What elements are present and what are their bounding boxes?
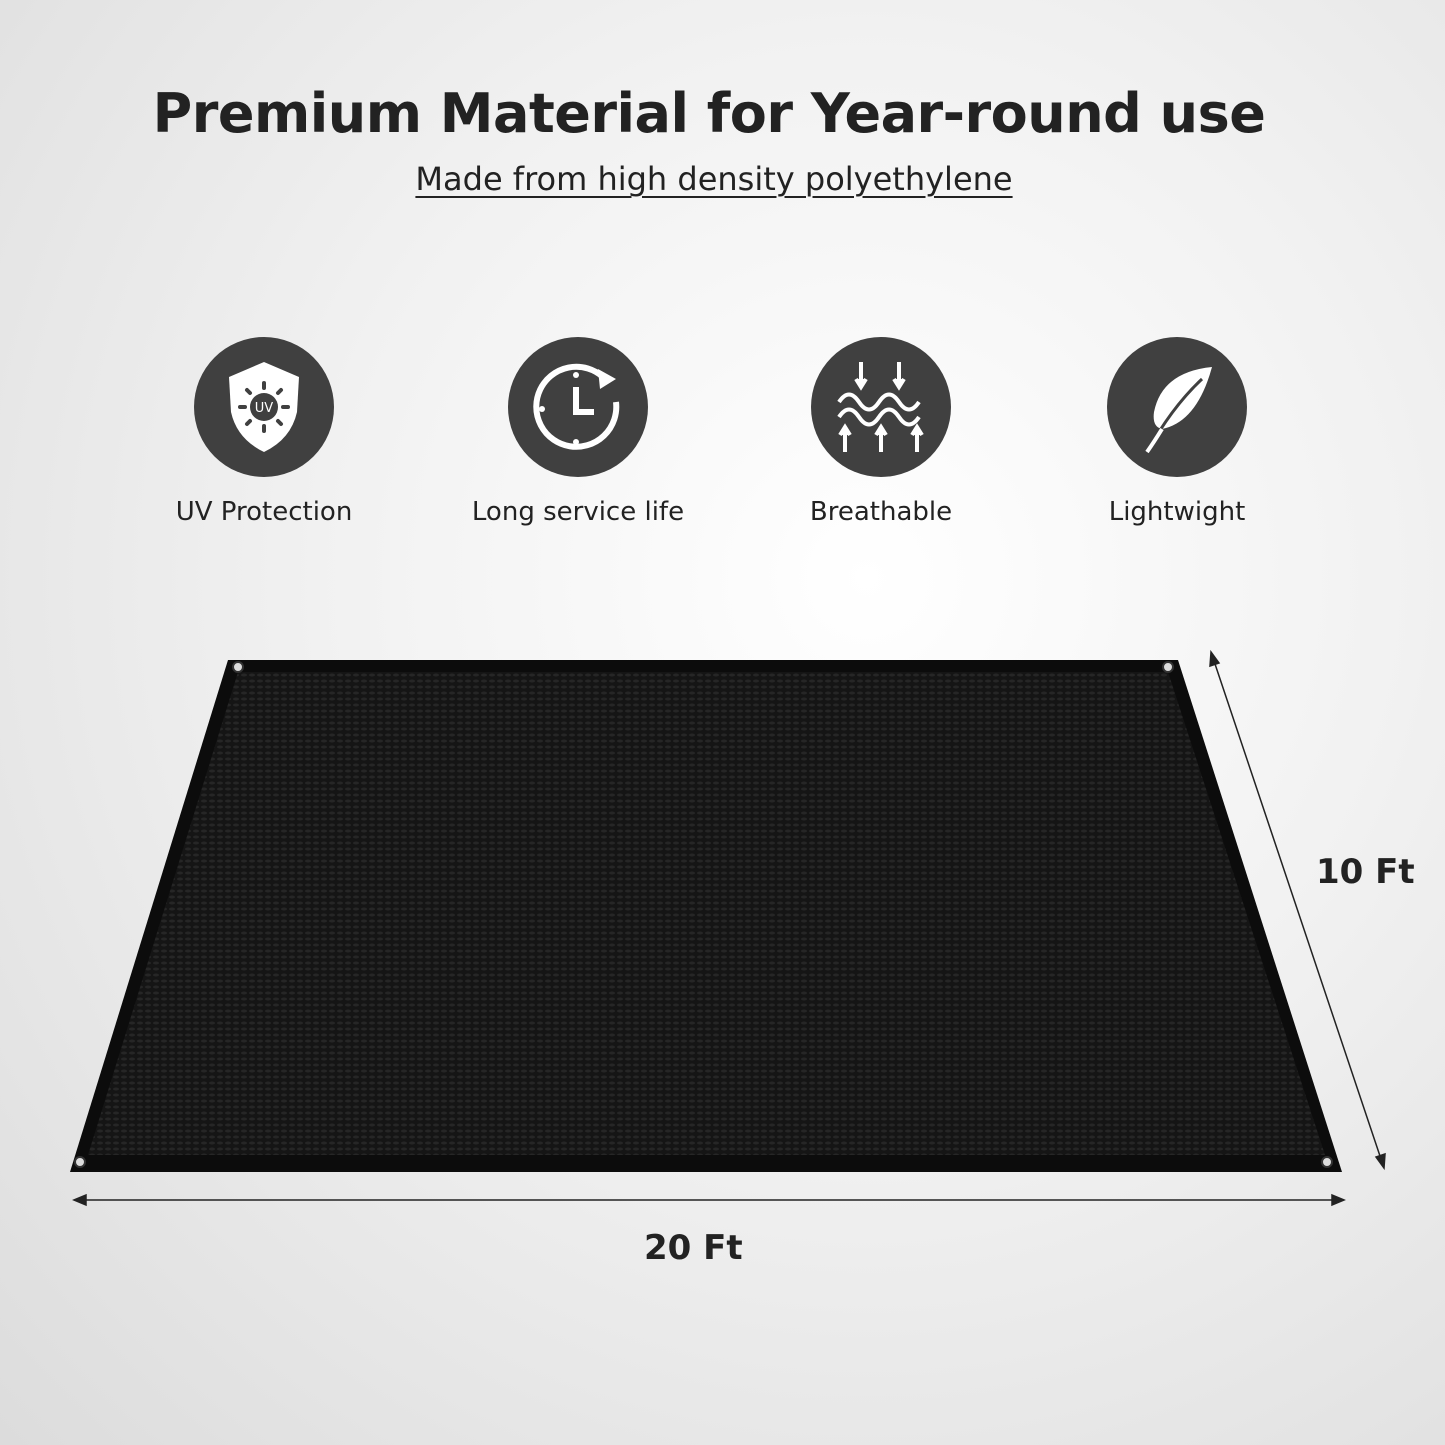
shade-cloth-mat — [88, 672, 1325, 1155]
uv-shield-icon: UV — [194, 337, 334, 477]
breathable-waves-icon — [811, 337, 951, 477]
feature-long-service-life: Long service life — [448, 337, 708, 527]
feature-label: Breathable — [809, 497, 953, 527]
width-dimension-line — [72, 1193, 1346, 1207]
clock-icon — [508, 337, 648, 477]
feature-label: Lightwight — [1108, 497, 1246, 527]
svg-text:UV: UV — [255, 401, 274, 416]
height-dimension-line — [1209, 649, 1386, 1171]
width-label: 20 Ft — [644, 1228, 743, 1268]
feather-icon — [1107, 337, 1247, 477]
height-label: 10 Ft — [1316, 852, 1415, 892]
grommet-icon — [74, 661, 1333, 1168]
feature-label: Long service life — [471, 497, 685, 527]
feature-lightweight: Lightwight — [1047, 337, 1307, 527]
page-subtitle: Made from high density polyethylene — [415, 160, 1013, 198]
feature-breathable: Breathable — [751, 337, 1011, 527]
feature-uv-protection: UV UV Protection — [134, 337, 394, 527]
feature-label: UV Protection — [175, 497, 353, 527]
page-title: Premium Material for Year-round use — [152, 82, 1266, 145]
